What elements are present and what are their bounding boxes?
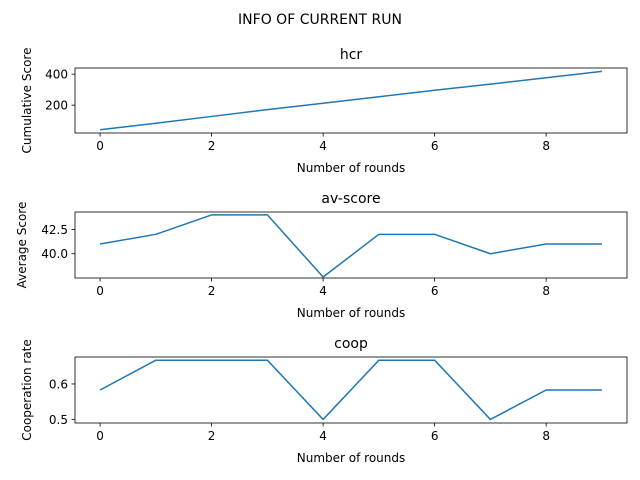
x-tick-label: 0 [96, 139, 104, 153]
series-line [99, 214, 602, 278]
subplot-title: hcr [340, 47, 363, 63]
data-point [490, 83, 492, 85]
y-tick-label: 400 [45, 67, 68, 81]
subplot-title: coop [334, 336, 368, 352]
data-point [211, 214, 213, 216]
data-point [601, 243, 603, 245]
data-point [322, 419, 324, 421]
axes-frame [74, 67, 628, 134]
data-point [267, 214, 269, 216]
data-point [99, 389, 101, 391]
data-point [434, 234, 436, 236]
x-tick-label: 4 [319, 139, 327, 153]
x-tick-label: 0 [96, 429, 104, 443]
series-line [100, 70, 602, 131]
y-tick-label: 0.5 [49, 413, 68, 427]
y-tick-label: 42.5 [41, 223, 68, 237]
axes-frame [74, 211, 628, 279]
data-point [601, 71, 603, 73]
x-tick-label: 2 [208, 429, 216, 443]
data-point [211, 359, 213, 361]
data-point [378, 359, 380, 361]
x-tick-label: 4 [319, 429, 327, 443]
y-tick-label: 40.0 [41, 247, 68, 261]
x-axis-label: Number of rounds [297, 161, 406, 175]
data-point [545, 389, 547, 391]
x-axis-label: Number of rounds [297, 306, 406, 320]
x-tick-label: 2 [208, 284, 216, 298]
x-axis-label: Number of rounds [297, 451, 406, 465]
x-tick-label: 2 [208, 139, 216, 153]
data-point [434, 359, 436, 361]
x-tick-label: 4 [319, 284, 327, 298]
x-tick-label: 0 [96, 284, 104, 298]
data-point [490, 253, 492, 255]
data-point [267, 109, 269, 111]
y-axis-label: Cooperation rate [20, 339, 34, 441]
data-point [434, 89, 436, 91]
x-tick-label: 6 [431, 284, 439, 298]
x-tick-label: 8 [542, 429, 550, 443]
data-point [211, 116, 213, 118]
data-point [545, 77, 547, 79]
data-point [322, 276, 324, 278]
subplot-title: av-score [321, 191, 380, 207]
x-tick-label: 6 [431, 139, 439, 153]
data-point [267, 359, 269, 361]
data-point [322, 102, 324, 104]
data-point [155, 359, 157, 361]
figure-title: INFO OF CURRENT RUN [238, 12, 402, 28]
y-axis-label: Average Score [15, 202, 29, 289]
y-tick-label: 0.6 [49, 377, 68, 391]
data-point [99, 243, 101, 245]
data-point [545, 243, 547, 245]
data-point [99, 129, 101, 131]
data-point [155, 122, 157, 124]
x-tick-label: 6 [431, 429, 439, 443]
data-point [490, 419, 492, 421]
x-tick-label: 8 [542, 284, 550, 298]
subplot-hcr: hcr 0 2 4 6 8 200 400 Number of rounds Cumulative… [20, 47, 628, 175]
series-line [99, 359, 602, 421]
data-point [378, 234, 380, 236]
y-tick-label: 200 [45, 98, 68, 112]
y-axis-label: Cumulative Score [20, 48, 34, 154]
axes-frame [74, 356, 628, 424]
x-tick-label: 8 [542, 139, 550, 153]
subplot-av-score: av-score 0 2 4 6 8 40.0 42.5 Number of rounds Ave… [15, 191, 628, 320]
subplot-coop: coop 0 2 4 6 8 0.5 0.6 Number of rounds Cooperati… [20, 336, 628, 465]
data-point [155, 234, 157, 236]
data-point [601, 389, 603, 391]
data-point [378, 96, 380, 98]
